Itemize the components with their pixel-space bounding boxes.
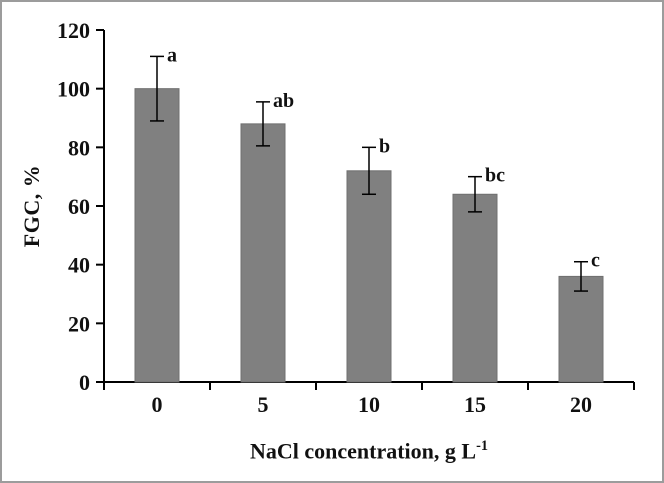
sig-letter: a [167, 44, 177, 66]
x-category-label: 5 [258, 392, 269, 417]
x-category-label: 20 [570, 392, 592, 417]
sig-letter: bc [485, 165, 505, 187]
x-category-label: 0 [152, 392, 163, 417]
x-category-label: 10 [358, 392, 380, 417]
y-tick-label: 40 [68, 253, 90, 278]
bar [346, 170, 392, 383]
y-tick-label: 100 [57, 77, 90, 102]
sig-letter: b [379, 135, 390, 157]
bar [558, 275, 604, 383]
bar [452, 193, 498, 383]
y-tick-label: 120 [57, 18, 90, 43]
x-category-label: 15 [464, 392, 486, 417]
y-tick-label: 20 [68, 311, 90, 336]
y-tick-label: 0 [79, 370, 90, 395]
y-tick-label: 60 [68, 194, 90, 219]
bar [240, 123, 286, 383]
x-axis-title-text: NaCl concentration, g L [249, 438, 477, 464]
sig-letter: c [591, 250, 600, 272]
bar [134, 88, 180, 383]
y-tick-label: 80 [68, 135, 90, 160]
x-axis-title: NaCl concentration, g L-1 [104, 438, 634, 464]
sig-letter: ab [273, 90, 294, 112]
x-axis-title-superscript: -1 [476, 438, 488, 454]
